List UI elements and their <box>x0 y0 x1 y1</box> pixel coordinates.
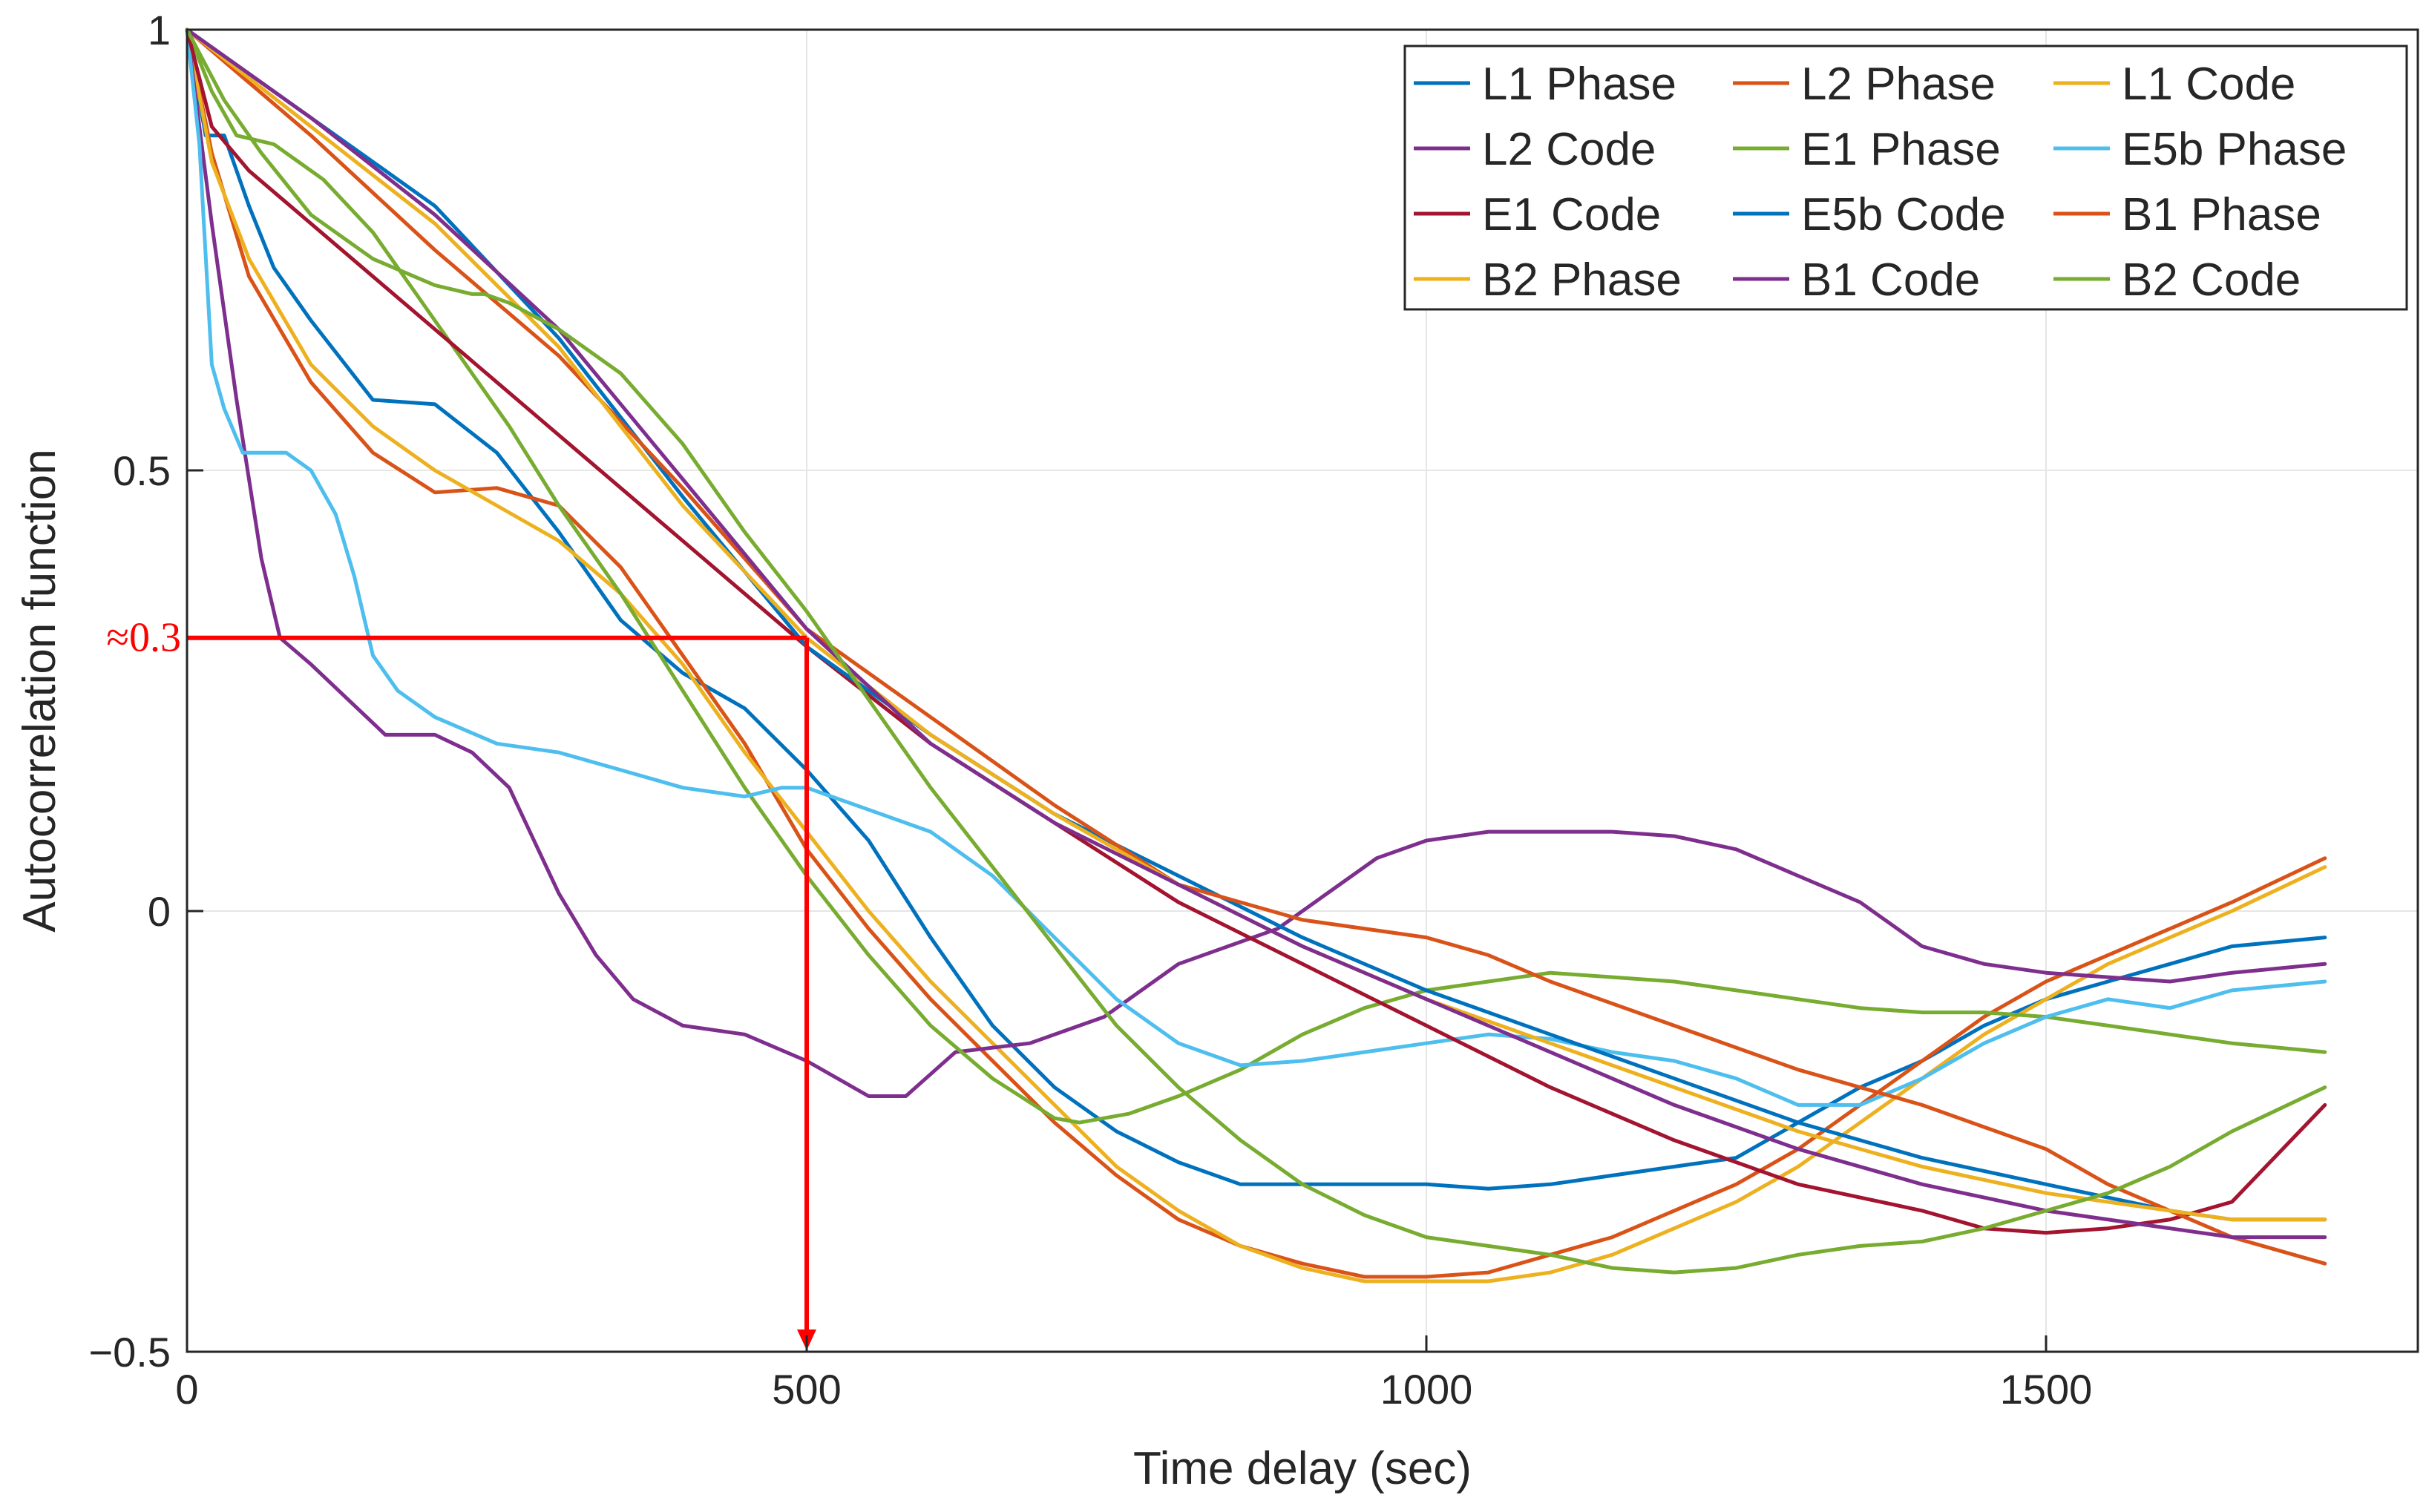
series-line-e5b-phase <box>185 27 2327 1107</box>
legend-label: L1 Phase <box>1482 59 1676 110</box>
series-line-e1-code <box>185 27 2327 1235</box>
legend-label: B2 Phase <box>1482 254 1682 306</box>
series-line-e1-phase <box>185 27 2327 1125</box>
legend-label: L1 Code <box>2122 59 2295 110</box>
x-tick-label: 1500 <box>2000 1366 2093 1413</box>
y-tick-label: −0.5 <box>88 1329 171 1375</box>
legend-label: E1 Code <box>1482 189 1661 240</box>
legend-label: L2 Code <box>1482 124 1656 175</box>
legend-label: E5b Code <box>1801 189 2006 240</box>
y-tick-label: 1 <box>148 7 171 53</box>
x-tick-label: 500 <box>772 1366 841 1413</box>
y-tick-label: 0 <box>148 888 171 935</box>
y-tick-label: 0.5 <box>113 447 171 494</box>
y-axis-label: Autocorrelation function <box>14 449 65 932</box>
legend: L1 Phase L2 Phase L1 Code L2 Code E1 Phase E5… <box>1403 45 2408 311</box>
series-line-l2-code <box>185 27 2327 1098</box>
plot-frame <box>186 28 2419 1353</box>
x-axis-label: Time delay (sec) <box>1133 1443 1472 1494</box>
x-tick-label: 0 <box>175 1366 198 1413</box>
legend-label: E5b Phase <box>2122 124 2347 175</box>
legend-label: E1 Phase <box>1801 124 2001 175</box>
series-line-b2-code <box>185 27 2327 1275</box>
series-line-l2-phase <box>185 27 2327 1279</box>
x-tick-label: 1000 <box>1380 1366 1473 1413</box>
annotation-label: ≈0.3 <box>106 615 181 661</box>
series-lines <box>185 27 2327 1283</box>
legend-label: B1 Code <box>1801 254 1980 306</box>
legend-label: B1 Phase <box>2122 189 2321 240</box>
axis-ticks: 0 500 1000 1500−0.500.51 <box>88 7 2092 1413</box>
legend-box <box>1403 45 2408 311</box>
legend-label: B2 Code <box>2122 254 2301 306</box>
annotation: ≈0.3 <box>106 615 816 1350</box>
legend-label: L2 Phase <box>1801 59 1996 110</box>
series-line-e5b-code <box>185 27 2327 1222</box>
